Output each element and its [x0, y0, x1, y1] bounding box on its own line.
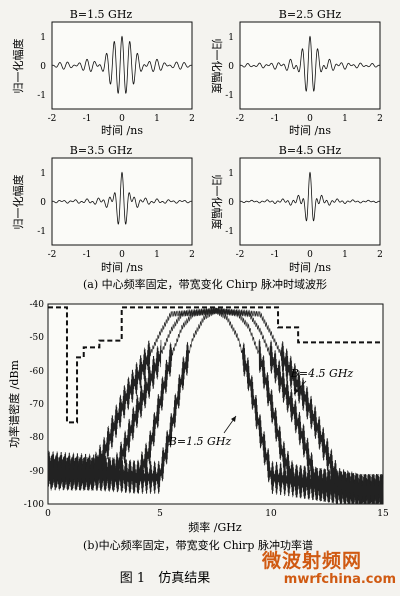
watermark-logo: 微波射频网 mwrfchina.com — [262, 550, 396, 594]
y-tick-label: 1 — [228, 169, 234, 179]
y-tick-label: -90 — [30, 467, 45, 477]
arrowhead-icon — [294, 388, 299, 394]
y-tick-label: -60 — [30, 367, 45, 377]
y-axis-label: 功率谱密度 /dBm — [7, 360, 21, 448]
tick-labels: 1 0 -1 -2 -1 0 1 2 — [37, 33, 195, 124]
y-tick-label: -1 — [225, 227, 234, 237]
y-tick-label: -80 — [30, 433, 45, 443]
waveform-line — [51, 171, 193, 225]
subplot-b3-5: B=3.5 GHz 1 0 -1 -2 -1 0 1 2 时间 /ns 归一化幅… — [11, 144, 195, 274]
figure-caption: 图 1 仿真结果 — [120, 571, 210, 586]
arrowhead-icon — [231, 416, 236, 422]
x-tick-label: -1 — [271, 250, 280, 260]
x-tick-label: -2 — [236, 114, 245, 124]
x-tick-label: -1 — [83, 114, 92, 124]
x-axis-label: 时间 /ns — [101, 261, 143, 274]
x-tick-label: 2 — [189, 250, 195, 260]
waveform-line — [51, 35, 193, 94]
y-tick-label: 0 — [40, 198, 46, 208]
tick-labels: 1 0 -1 -2 -1 0 1 2 — [225, 169, 383, 260]
subplot-title: B=2.5 GHz — [279, 8, 342, 21]
caption-a: (a) 中心频率固定，带宽变化 Chirp 脉冲时域波形 — [83, 277, 327, 291]
spectrum-series — [47, 307, 384, 505]
y-tick-label: 0 — [40, 62, 46, 72]
annotation-b1-5: B=1.5 GHz — [168, 435, 232, 448]
y-tick-label: 0 — [228, 198, 234, 208]
subplot-b2-5: B=2.5 GHz 1 0 -1 -2 -1 0 1 2 时间 /ns 归一化幅… — [210, 8, 383, 137]
x-tick-label: 2 — [377, 114, 383, 124]
caption-b: (b)中心频率固定，带宽变化 Chirp 脉冲功率谱 — [83, 538, 313, 552]
y-tick-label: -50 — [30, 333, 45, 343]
y-tick-label: 1 — [40, 33, 46, 43]
y-tick-label: -70 — [30, 400, 45, 410]
x-tick-label: 2 — [377, 250, 383, 260]
y-tick-label: -100 — [24, 500, 44, 510]
x-tick-label: 10 — [265, 509, 277, 519]
watermark-cn: 微波射频网 — [262, 550, 363, 572]
x-tick-label: 1 — [154, 250, 160, 260]
x-tick-label: 0 — [119, 114, 125, 124]
y-tick-label: -1 — [37, 91, 46, 101]
x-tick-label: -2 — [236, 250, 245, 260]
x-tick-label: 0 — [307, 114, 313, 124]
subplot-title: B=4.5 GHz — [279, 144, 342, 157]
y-tick-label: 1 — [40, 169, 46, 179]
subplot-b4-5: B=4.5 GHz 1 0 -1 -2 -1 0 1 2 时间 /ns 归一化幅… — [210, 144, 383, 274]
y-tick-label: -40 — [30, 300, 45, 310]
tick-labels: 1 0 -1 -2 -1 0 1 2 — [225, 33, 383, 124]
spectrum-plot: -40 -50 -60 -70 -80 -90 -100 0 5 10 15 频… — [7, 300, 389, 534]
x-axis-label: 频率 /GHz — [188, 520, 242, 534]
y-tick-label: -1 — [225, 91, 234, 101]
x-tick-label: 1 — [342, 250, 348, 260]
watermark-url: mwrfchina.com — [283, 572, 396, 587]
y-axis-label: 归一化幅度 — [11, 39, 25, 94]
y-axis-label: 归一化幅度 — [210, 175, 224, 230]
tick-labels: 1 0 -1 -2 -1 0 1 2 — [37, 169, 195, 260]
x-tick-label: 0 — [45, 509, 51, 519]
x-tick-label: 15 — [377, 509, 389, 519]
y-tick-label: 0 — [228, 62, 234, 72]
spectral-mask-line — [48, 306, 383, 424]
subplot-b1-5: B=1.5 GHz 1 0 -1 -2 -1 0 1 2 时间 /ns 归一化幅… — [11, 8, 195, 137]
x-tick-label: 1 — [342, 114, 348, 124]
x-tick-label: -1 — [83, 250, 92, 260]
y-tick-label: 1 — [228, 33, 234, 43]
x-axis-label: 时间 /ns — [289, 124, 331, 137]
x-axis-label: 时间 /ns — [289, 261, 331, 274]
subplot-title: B=3.5 GHz — [70, 144, 133, 157]
annotation-b4-5: B=4.5 GHz — [290, 367, 354, 380]
x-tick-label: -2 — [48, 114, 57, 124]
tick-labels: -40 -50 -60 -70 -80 -90 -100 0 5 10 15 — [24, 300, 389, 519]
y-axis-label: 归一化幅度 — [210, 39, 224, 94]
y-tick-label: -1 — [37, 227, 46, 237]
x-tick-label: 5 — [157, 509, 163, 519]
x-tick-label: -1 — [271, 114, 280, 124]
x-axis-label: 时间 /ns — [101, 124, 143, 137]
spectrum-line-b4-5 — [47, 307, 384, 505]
x-tick-label: -2 — [48, 250, 57, 260]
waveform-line — [239, 171, 381, 222]
x-tick-label: 0 — [119, 250, 125, 260]
waveform-line — [239, 35, 381, 92]
y-axis-label: 归一化幅度 — [11, 175, 25, 230]
x-tick-label: 0 — [307, 250, 313, 260]
x-tick-label: 1 — [154, 114, 160, 124]
x-tick-label: 2 — [189, 114, 195, 124]
subplot-title: B=1.5 GHz — [70, 8, 133, 21]
